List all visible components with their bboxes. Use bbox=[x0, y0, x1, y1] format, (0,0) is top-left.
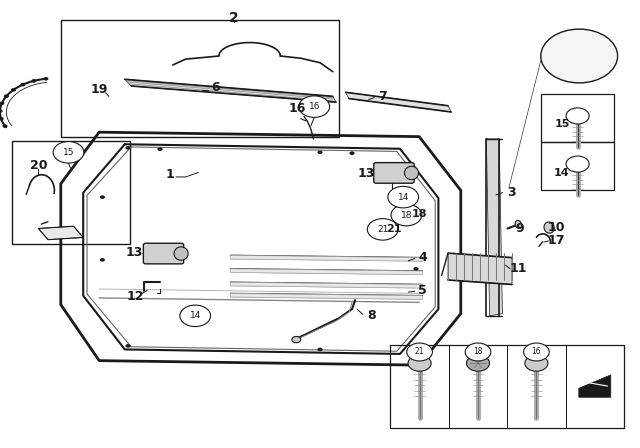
Circle shape bbox=[0, 109, 3, 113]
Text: 16: 16 bbox=[289, 102, 307, 115]
Text: 8: 8 bbox=[367, 309, 376, 323]
Circle shape bbox=[0, 117, 4, 121]
Circle shape bbox=[524, 343, 549, 361]
Text: 3: 3 bbox=[508, 186, 516, 199]
Circle shape bbox=[100, 258, 105, 262]
Circle shape bbox=[100, 195, 105, 199]
Circle shape bbox=[11, 88, 16, 91]
Text: 20: 20 bbox=[29, 159, 47, 172]
Circle shape bbox=[407, 343, 433, 361]
Polygon shape bbox=[486, 139, 502, 316]
Text: 19: 19 bbox=[90, 83, 108, 96]
Circle shape bbox=[44, 77, 49, 81]
FancyBboxPatch shape bbox=[374, 163, 414, 183]
Circle shape bbox=[31, 79, 36, 83]
Circle shape bbox=[413, 267, 419, 271]
Polygon shape bbox=[579, 375, 611, 397]
Bar bbox=[12, 141, 130, 244]
Text: 13: 13 bbox=[357, 167, 375, 181]
Circle shape bbox=[525, 355, 548, 371]
Circle shape bbox=[3, 124, 8, 128]
Bar bbox=[390, 345, 449, 428]
Text: 10: 10 bbox=[548, 220, 566, 234]
Circle shape bbox=[20, 83, 26, 86]
Circle shape bbox=[388, 186, 419, 208]
Text: 13: 13 bbox=[125, 246, 143, 259]
Circle shape bbox=[292, 336, 301, 343]
Text: 17: 17 bbox=[548, 233, 566, 247]
Circle shape bbox=[125, 146, 131, 150]
Polygon shape bbox=[230, 255, 422, 261]
Polygon shape bbox=[230, 293, 422, 299]
Text: 2: 2 bbox=[228, 11, 239, 25]
Bar bbox=[449, 345, 507, 428]
Polygon shape bbox=[230, 282, 422, 288]
Text: 18: 18 bbox=[473, 348, 483, 357]
Text: 14: 14 bbox=[189, 311, 201, 320]
Circle shape bbox=[317, 151, 323, 154]
Text: 1: 1 bbox=[165, 168, 174, 181]
Polygon shape bbox=[230, 269, 422, 275]
Text: 21: 21 bbox=[415, 348, 424, 357]
Text: 16: 16 bbox=[308, 102, 320, 111]
Text: 21: 21 bbox=[386, 224, 401, 234]
Circle shape bbox=[566, 108, 589, 124]
Ellipse shape bbox=[544, 222, 554, 233]
Circle shape bbox=[157, 147, 163, 151]
Circle shape bbox=[391, 204, 422, 226]
Ellipse shape bbox=[404, 166, 419, 180]
FancyBboxPatch shape bbox=[143, 243, 184, 264]
Circle shape bbox=[349, 151, 355, 155]
Text: 9: 9 bbox=[515, 222, 524, 235]
Polygon shape bbox=[38, 226, 83, 240]
Polygon shape bbox=[125, 79, 336, 102]
Circle shape bbox=[367, 219, 398, 240]
Ellipse shape bbox=[515, 220, 522, 228]
Circle shape bbox=[465, 343, 491, 361]
Bar bbox=[61, 20, 339, 137]
Text: 14: 14 bbox=[397, 193, 409, 202]
Circle shape bbox=[53, 142, 84, 163]
Text: 7: 7 bbox=[378, 90, 387, 103]
Ellipse shape bbox=[174, 247, 188, 260]
Text: 18: 18 bbox=[401, 211, 412, 220]
Circle shape bbox=[317, 348, 323, 351]
Text: 15: 15 bbox=[554, 119, 570, 129]
Circle shape bbox=[566, 156, 589, 172]
Text: 5: 5 bbox=[418, 284, 427, 297]
Text: 18: 18 bbox=[412, 209, 427, 219]
Circle shape bbox=[413, 207, 419, 210]
Circle shape bbox=[125, 344, 131, 348]
Text: 4: 4 bbox=[418, 251, 427, 264]
Polygon shape bbox=[448, 253, 512, 284]
Text: 12: 12 bbox=[127, 290, 145, 303]
Text: 21: 21 bbox=[377, 225, 388, 234]
Circle shape bbox=[408, 355, 431, 371]
Text: 16: 16 bbox=[532, 348, 541, 357]
Polygon shape bbox=[346, 92, 451, 112]
Bar bbox=[541, 94, 614, 142]
Circle shape bbox=[299, 96, 330, 117]
Bar bbox=[541, 142, 614, 190]
Circle shape bbox=[467, 355, 490, 371]
Circle shape bbox=[0, 102, 4, 105]
Bar bbox=[390, 345, 624, 428]
Circle shape bbox=[541, 29, 618, 83]
Circle shape bbox=[180, 305, 211, 327]
Circle shape bbox=[4, 95, 9, 98]
Text: 15: 15 bbox=[63, 148, 74, 157]
Bar bbox=[507, 345, 566, 428]
Bar bbox=[566, 345, 624, 428]
Text: 6: 6 bbox=[211, 81, 220, 94]
Text: 14: 14 bbox=[554, 168, 570, 178]
Text: 11: 11 bbox=[509, 262, 527, 276]
